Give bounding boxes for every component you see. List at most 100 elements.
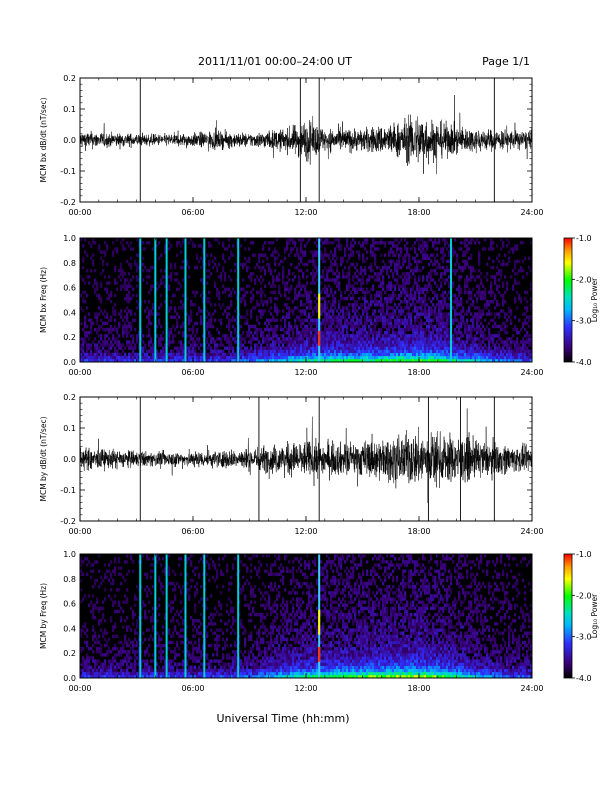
spectrogram-cell: [208, 259, 211, 264]
spectrogram-cell: [136, 358, 139, 363]
spectrogram-cell: [426, 312, 429, 316]
spectrogram-cell: [522, 321, 525, 326]
spectrogram-cell: [400, 331, 403, 335]
spectrogram-cell: [494, 296, 497, 301]
spectrogram-cell: [88, 346, 91, 350]
spectrogram-cell: [298, 238, 301, 242]
spectrogram-cell: [452, 281, 455, 285]
spectrogram-cell: [330, 262, 333, 267]
spectrogram-cell: [526, 352, 529, 357]
spectrogram-cell: [322, 321, 325, 326]
spectrogram-cell: [250, 300, 253, 304]
spectrogram-cell: [218, 343, 221, 347]
spectrogram-cell: [172, 337, 175, 341]
spectrogram-cell: [126, 241, 129, 245]
spectrogram-cell: [502, 349, 505, 353]
spectrogram-cell: [202, 358, 205, 363]
spectrogram-cell: [336, 337, 339, 341]
spectrogram-cell: [114, 247, 117, 251]
spectrogram-cell: [298, 284, 301, 288]
spectrogram-cell: [336, 262, 339, 267]
spectrogram-cell: [422, 327, 425, 332]
spectrogram-cell: [328, 265, 331, 270]
spectrogram-cell: [90, 346, 93, 350]
spectrogram-cell: [360, 265, 363, 270]
spectrogram-cell: [348, 265, 351, 270]
spectrogram-cell: [270, 300, 273, 304]
spectrogram-cell: [392, 337, 395, 341]
spectrogram-cell: [334, 355, 337, 360]
spectrogram-cell: [82, 352, 85, 357]
spectrogram-cell: [126, 355, 129, 360]
spectrogram-cell: [290, 358, 293, 363]
spectrogram-cell: [152, 303, 155, 307]
spectrogram-cell: [300, 303, 303, 307]
spectrogram-cell: [430, 346, 433, 350]
spectrogram-cell: [470, 241, 473, 245]
spectrogram-cell: [388, 284, 391, 288]
spectrogram-cell: [280, 352, 283, 357]
spectrogram-cell: [92, 321, 95, 326]
spectrogram-cell: [514, 346, 517, 350]
spectrogram-cell: [250, 340, 253, 344]
spectrogram-cell: [230, 278, 233, 282]
spectrogram-cell: [364, 327, 367, 332]
spectrogram-cell: [310, 250, 313, 254]
spectrogram-cell: [266, 340, 269, 344]
spectrogram-cell: [92, 238, 95, 242]
spectrogram-cell: [432, 278, 435, 282]
spectrogram-cell: [206, 352, 209, 357]
spectrogram-cell: [354, 281, 357, 285]
spectrogram-cell: [338, 303, 341, 307]
spectrogram-cell: [194, 349, 197, 353]
spectrogram-cell: [370, 331, 373, 335]
spectrogram-cell: [126, 327, 129, 332]
spectrogram-cell: [474, 312, 477, 316]
spectrogram-cell: [478, 284, 481, 288]
spectrogram-cell: [414, 278, 417, 282]
spectrogram-cell: [440, 352, 443, 357]
spectrogram-cell: [390, 284, 393, 288]
spectrogram-cell: [410, 287, 413, 291]
spectrogram-cell: [292, 327, 295, 332]
spectrogram-cell: [126, 296, 129, 301]
spectrogram-cell: [402, 318, 405, 322]
spectrogram-cell: [212, 259, 215, 264]
spectrogram-cell: [504, 253, 507, 257]
spectrogram-cell: [316, 250, 319, 254]
spectrogram-cell: [322, 349, 325, 353]
spectrogram-cell: [116, 355, 119, 360]
spectrogram-cell: [310, 331, 313, 335]
spectrogram-cell: [124, 284, 127, 288]
spectrogram-cell: [222, 244, 225, 248]
spectrogram-cell: [284, 247, 287, 251]
spectrogram-cell: [96, 674, 99, 679]
spectrogram-cell: [214, 238, 217, 242]
spectrogram-cell: [324, 238, 327, 242]
dbdt-panel: 00:00 06:00 12:00 18:00 24:00-0.2-0.10.00.10…: [39, 74, 544, 217]
spectrogram-cell: [262, 312, 265, 316]
spectrogram-cell: [462, 253, 465, 257]
spectrogram-cell: [316, 334, 319, 338]
spectrogram-cell: [394, 312, 397, 316]
spectrogram-cell: [416, 284, 419, 288]
spectrogram-cell: [334, 303, 337, 307]
spectrogram-cell: [152, 343, 155, 347]
spectrogram-cell: [416, 306, 419, 310]
spectrogram-cell: [300, 358, 303, 363]
spectrogram-cell: [484, 346, 487, 350]
chart-title: 2011/11/01 00:00–24:00 UT: [198, 55, 352, 68]
spectrogram-cell: [252, 293, 255, 298]
spectrogram-cell: [324, 352, 327, 357]
spectrogram-cell: [122, 247, 125, 251]
spectrogram-cell: [288, 337, 291, 341]
spectrogram-cell: [92, 340, 95, 344]
spectrogram-cell: [176, 346, 179, 350]
spectrogram-cell: [218, 262, 221, 267]
spectrogram-cell: [276, 309, 279, 313]
spectrogram-cell: [276, 327, 279, 332]
spectrogram-cell: [366, 281, 369, 285]
spectrogram-cell: [374, 334, 377, 338]
spectrogram-cell: [442, 355, 445, 360]
spectrogram-cell: [336, 352, 339, 357]
